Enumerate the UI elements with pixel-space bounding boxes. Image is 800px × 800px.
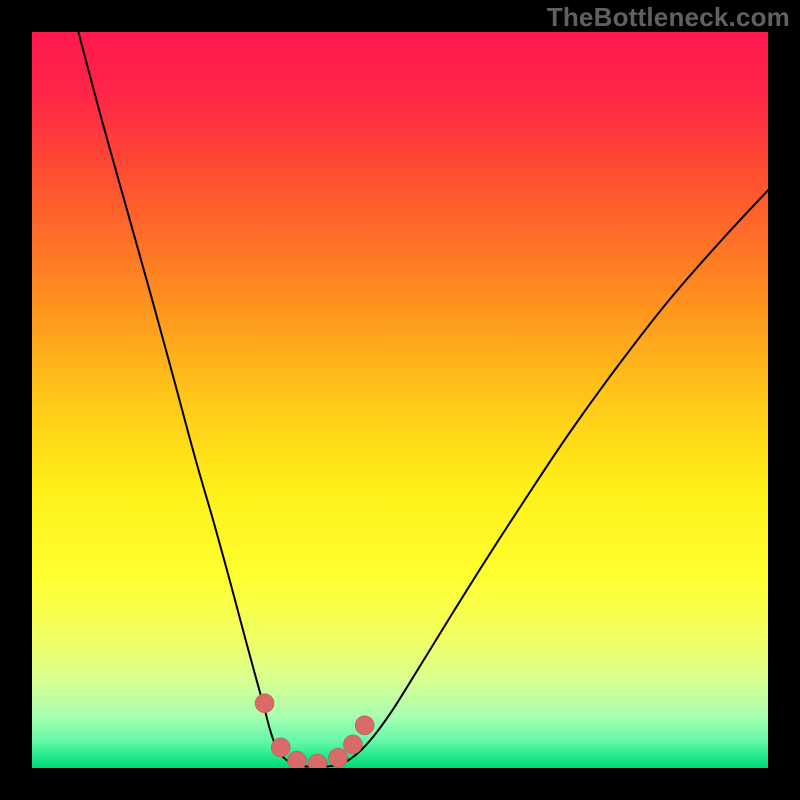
valley-marker-dot: [343, 735, 362, 754]
gradient-valley-chart: [0, 0, 800, 800]
valley-marker-dot: [355, 716, 374, 735]
chart-container: TheBottleneck.com: [0, 0, 800, 800]
valley-marker-dot: [329, 748, 348, 767]
valley-marker-dot: [287, 751, 306, 770]
gradient-background: [32, 32, 768, 768]
watermark-text: TheBottleneck.com: [547, 2, 790, 33]
valley-marker-dot: [255, 694, 274, 713]
valley-marker-dot: [271, 738, 290, 757]
